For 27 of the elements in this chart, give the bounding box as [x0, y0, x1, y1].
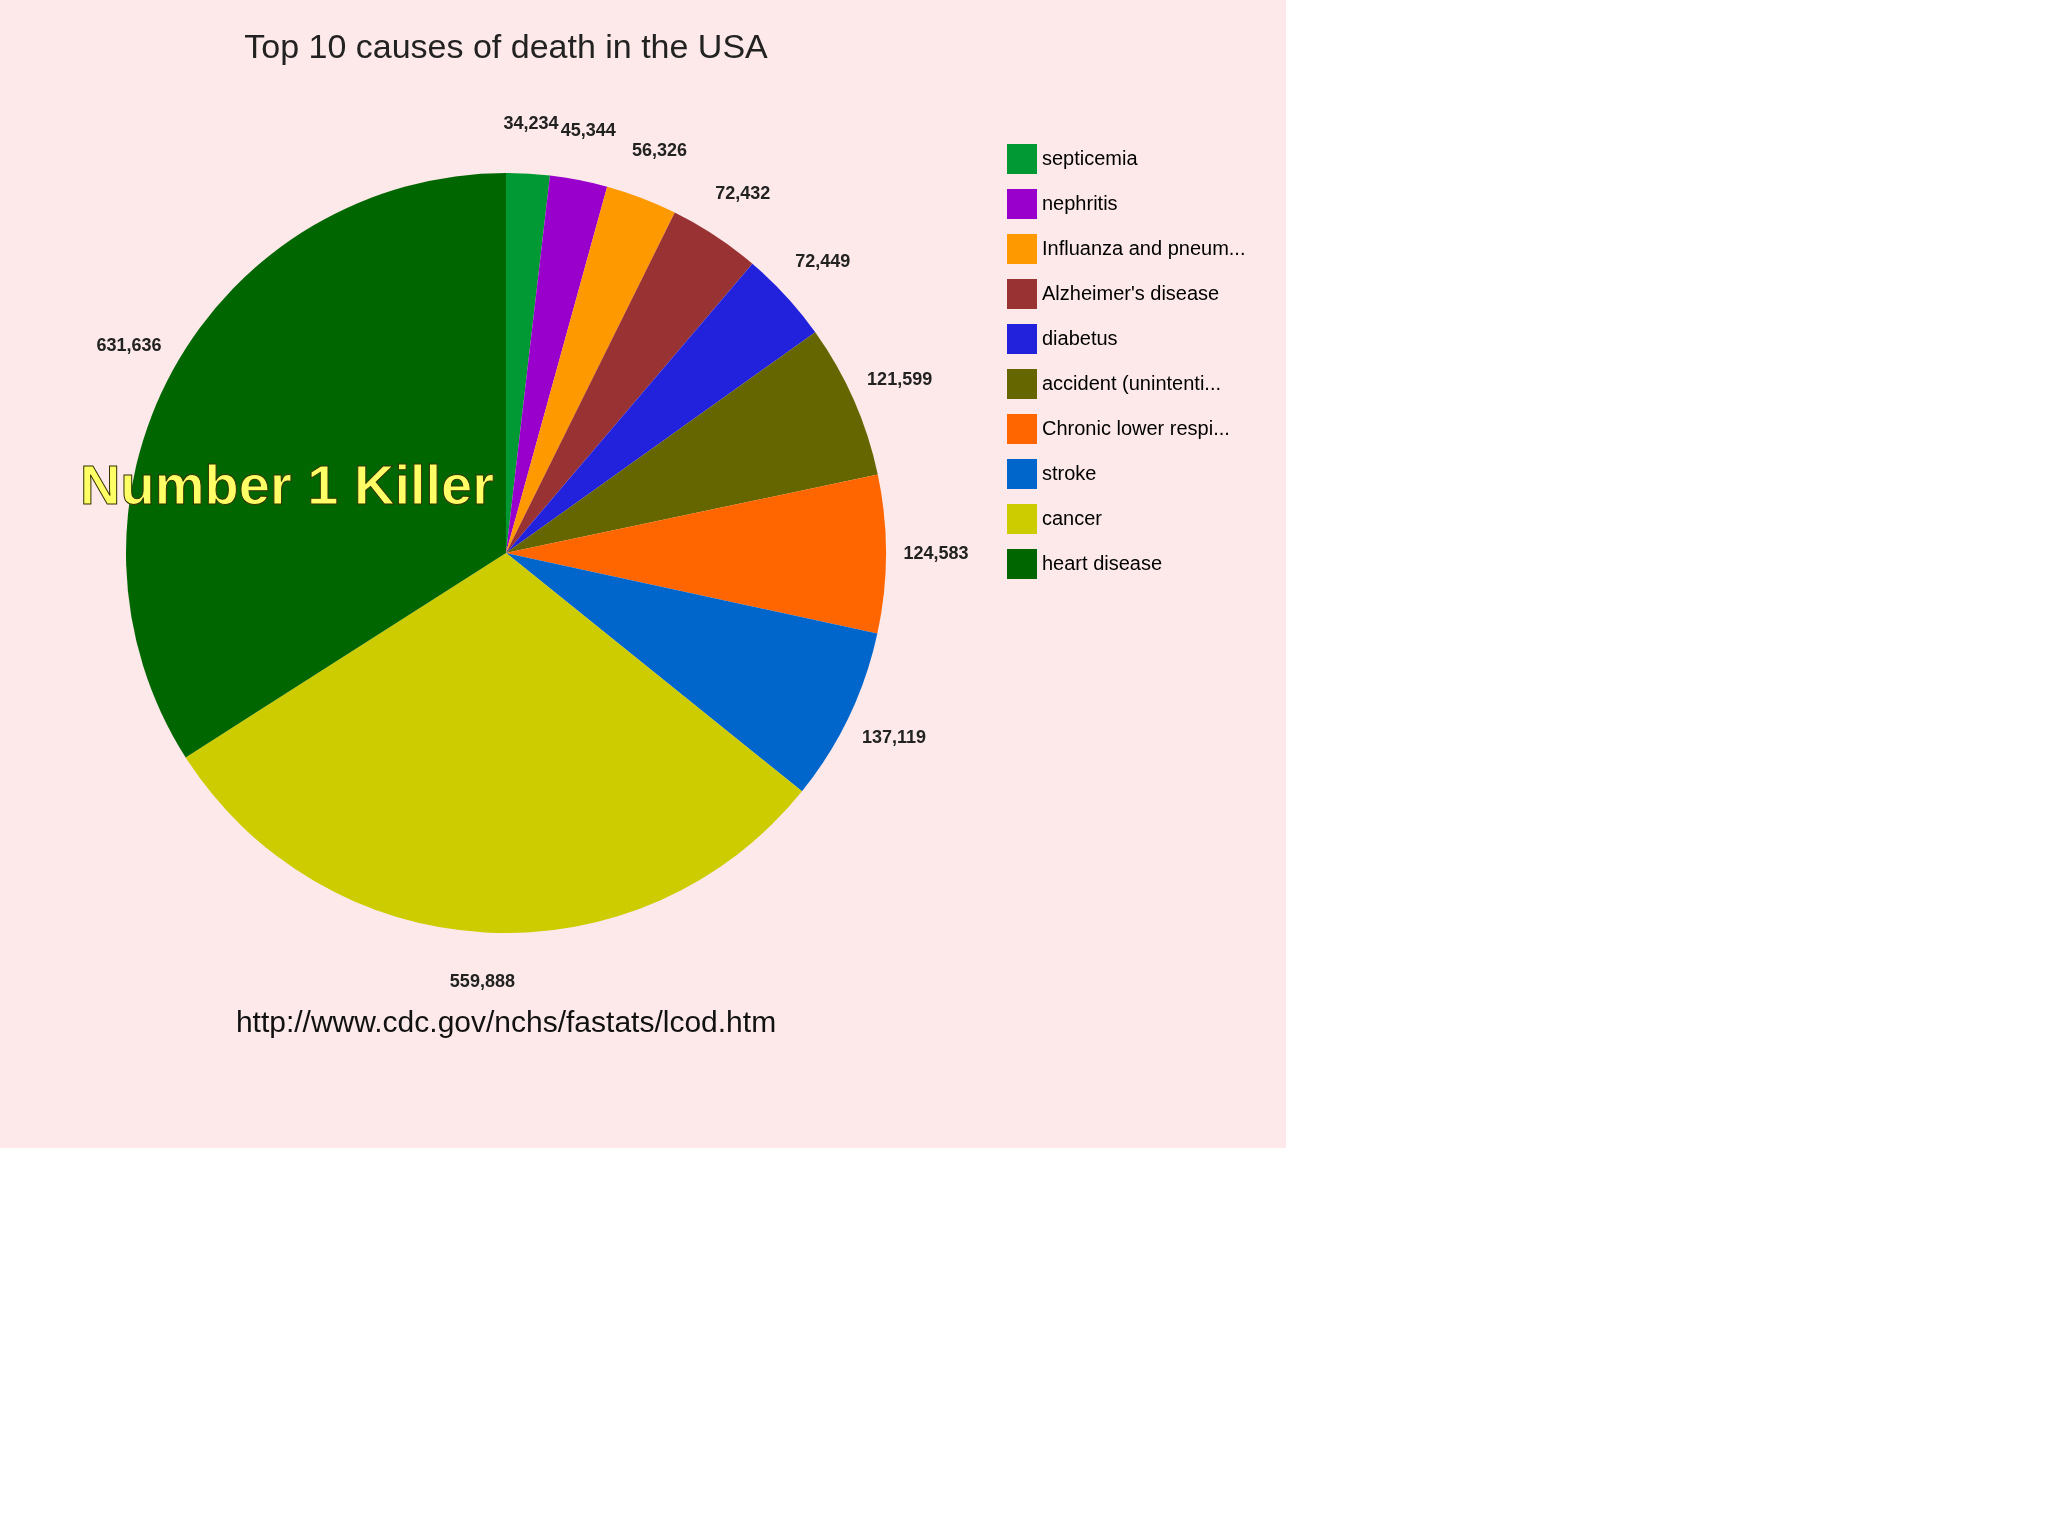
legend-label: heart disease: [1042, 552, 1163, 574]
pie-slice: [185, 553, 802, 933]
data-label: 559,888: [449, 971, 515, 992]
data-label: 631,636: [96, 335, 162, 356]
data-label: 34,234: [503, 112, 559, 133]
data-label: 137,119: [861, 727, 927, 748]
legend-label: Influanza and pneum...: [1042, 237, 1246, 259]
data-label: 56,326: [631, 140, 687, 161]
legend-label: accident (unintenti...: [1042, 372, 1221, 394]
pie-slice: [506, 186, 675, 553]
pie-slice: [506, 175, 608, 553]
legend-label: cancer: [1042, 507, 1103, 529]
legend-label: Alzheimer's disease: [1042, 282, 1220, 304]
data-label: 45,344: [560, 119, 616, 140]
text: http://www.cdc.gov/nchs/fastats/lcod.htm: [235, 1005, 777, 1038]
pie-slice: [506, 212, 753, 553]
data-label: 72,449: [795, 251, 851, 272]
legend-label: stroke: [1042, 462, 1097, 484]
data-label: 124,583: [903, 543, 969, 564]
legend-label: Chronic lower respi...: [1042, 417, 1230, 439]
legend-label: septicemia: [1042, 147, 1139, 169]
data-label: 72,432: [715, 182, 771, 203]
chart-title: Top 10 causes of death in the USA: [244, 26, 769, 65]
data-label: 121,599: [867, 368, 933, 389]
legend-label: diabetus: [1042, 327, 1118, 349]
pie-slice: [506, 474, 886, 634]
legend-label: nephritis: [1042, 192, 1118, 214]
